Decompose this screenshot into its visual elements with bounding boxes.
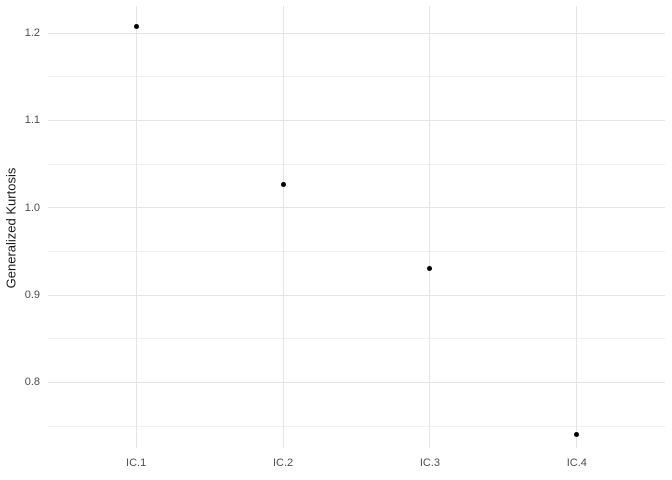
data-point	[427, 266, 433, 272]
data-point	[280, 181, 286, 187]
gridline-major-v	[429, 6, 431, 448]
gridline-minor-h	[48, 425, 665, 427]
gridline-minor-h	[48, 163, 665, 165]
x-tick-label: IC.1	[126, 457, 147, 469]
gridline-major-v	[135, 6, 137, 448]
gridline-major-h	[48, 32, 665, 34]
y-axis-title: Generalized Kurtosis	[3, 167, 19, 289]
gridline-major-h	[48, 294, 665, 296]
gridline-minor-h	[48, 76, 665, 78]
gridline-major-v	[282, 6, 284, 448]
x-tick-label: IC.2	[272, 457, 294, 469]
y-tick-label: 0.9	[24, 289, 40, 302]
gridline-major-h	[48, 207, 665, 209]
data-point	[574, 431, 580, 437]
gridline-major-h	[48, 119, 665, 121]
y-tick-label: 0.8	[24, 376, 40, 389]
x-tick-label: IC.3	[419, 457, 441, 469]
gridline-minor-h	[48, 338, 665, 340]
gridline-minor-h	[48, 250, 665, 252]
gridline-major-v	[576, 6, 578, 448]
y-tick-label: 1.0	[24, 201, 40, 214]
x-tick-label: IC.4	[566, 457, 587, 469]
gridline-major-h	[48, 381, 665, 383]
data-point	[133, 24, 139, 30]
y-tick-label: 1.1	[24, 114, 40, 127]
y-tick-label: 1.2	[24, 27, 40, 40]
